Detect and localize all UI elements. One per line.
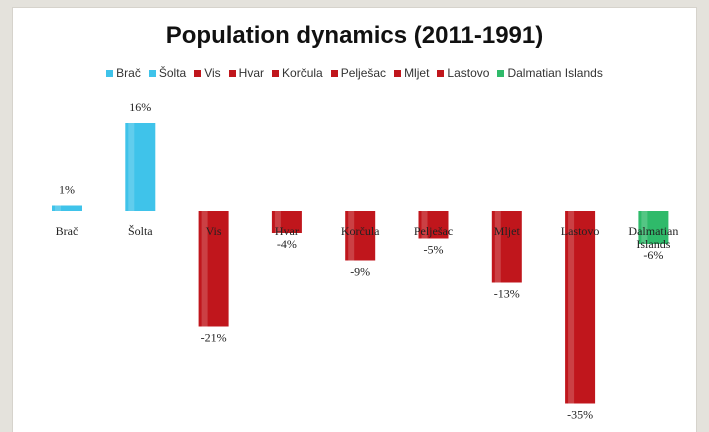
bar-highlight xyxy=(641,211,648,244)
legend-swatch xyxy=(228,69,236,77)
legend-item: Dalmatian Islands xyxy=(497,66,603,80)
bar xyxy=(52,205,82,211)
data-label: -35% xyxy=(567,408,593,422)
legend-item: Lastovo xyxy=(437,66,489,80)
legend-swatch xyxy=(106,69,114,77)
bar xyxy=(418,211,449,239)
legend-swatch xyxy=(497,69,505,77)
legend-item: Korčula xyxy=(272,66,323,80)
category-label: Vis xyxy=(206,224,222,238)
category-label: Pelješac xyxy=(414,224,453,238)
legend-label: Mljet xyxy=(404,66,430,80)
category-label: Korčula xyxy=(341,224,380,238)
category-label: Dalmatian Islands xyxy=(628,224,678,251)
legend-label: Pelješac xyxy=(340,66,387,80)
legend-swatch xyxy=(148,69,156,77)
bar-highlight xyxy=(348,211,355,261)
bar xyxy=(491,211,522,283)
bar-plot-area: 1% Brač 16% Šolta -21% Vis -4%Hvar -9% Korčula -5… xyxy=(52,100,678,422)
data-label: -13% xyxy=(494,287,520,301)
data-label: -9% xyxy=(350,265,370,279)
bar xyxy=(125,123,156,211)
category-label: Mljet xyxy=(494,224,521,238)
data-label: 1% xyxy=(59,183,75,197)
data-label: -4% xyxy=(277,237,297,251)
bar-highlight xyxy=(421,211,428,239)
legend-item: Vis xyxy=(194,66,221,80)
legend-item: Brač xyxy=(106,66,141,80)
legend-swatch xyxy=(394,69,402,77)
category-label: Hvar xyxy=(275,224,299,238)
legend-label: Brač xyxy=(116,66,141,80)
bar xyxy=(198,211,229,327)
chart-card: Population dynamics (2011-1991) Brač Šolt… xyxy=(13,8,696,432)
bar-highlight xyxy=(274,211,281,233)
data-label: 16% xyxy=(129,100,151,114)
category-label: Brač xyxy=(56,224,79,238)
legend-label: Korčula xyxy=(282,66,323,80)
data-label: -6% xyxy=(643,248,663,262)
bar-highlight xyxy=(55,205,61,211)
bar-highlight xyxy=(201,211,208,327)
legend-item: Mljet xyxy=(394,66,429,80)
category-label: Šolta xyxy=(128,224,153,238)
legend-label: Dalmatian Islands xyxy=(507,66,603,80)
legend-swatch xyxy=(272,69,280,77)
bar-highlight xyxy=(494,211,501,283)
legend-item: Šolta xyxy=(148,66,187,80)
legend-swatch xyxy=(194,69,202,77)
legend-item: Hvar xyxy=(228,66,265,80)
legend-label: Hvar xyxy=(238,66,265,80)
data-label: -5% xyxy=(424,243,444,257)
legend-item: Pelješac xyxy=(330,66,387,80)
chart-legend: Brač Šolta Vis Hvar Korčula Pelješac Mljet Last… xyxy=(13,66,696,80)
legend-label: Vis xyxy=(204,66,221,80)
legend-swatch xyxy=(330,69,338,77)
data-label: -21% xyxy=(201,331,227,345)
legend-label: Lastovo xyxy=(447,66,490,80)
legend-label: Šolta xyxy=(158,66,187,80)
bar-highlight xyxy=(568,211,575,404)
bar xyxy=(565,211,596,404)
bar xyxy=(638,211,669,244)
bar xyxy=(345,211,376,261)
chart-title: Population dynamics (2011-1991) xyxy=(165,22,544,49)
bar-highlight xyxy=(128,123,135,211)
legend-swatch xyxy=(437,69,445,77)
category-label: Lastovo xyxy=(561,224,600,238)
bar xyxy=(271,211,302,233)
